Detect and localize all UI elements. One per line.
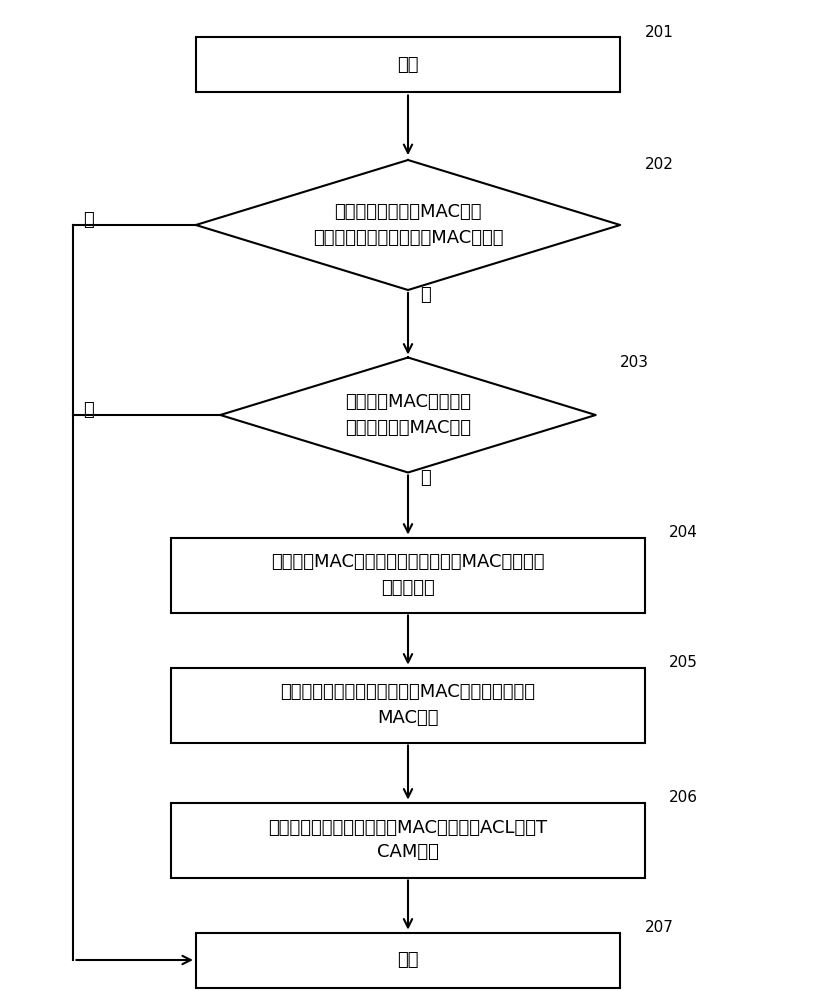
FancyBboxPatch shape [196,932,620,988]
Text: 将被替换的所述第一个动态MAC地址写入ACL表或T
CAM表中: 将被替换的所述第一个动态MAC地址写入ACL表或T CAM表中 [268,818,548,861]
Text: 计算所述MAC地址对应的所述芯片的MAC地址的哈
希桶的位置: 计算所述MAC地址对应的所述芯片的MAC地址的哈 希桶的位置 [271,554,545,596]
Text: 203: 203 [620,355,650,370]
Text: 204: 204 [669,525,698,540]
Polygon shape [196,160,620,290]
Text: 202: 202 [645,157,673,172]
Text: 206: 206 [669,790,698,805]
Text: 是: 是 [83,211,94,229]
FancyBboxPatch shape [196,37,620,92]
Text: 开始: 开始 [397,56,419,74]
Text: 是: 是 [420,468,431,487]
Text: 判断所述MAC地址是否
为预设的重要MAC地址: 判断所述MAC地址是否 为预设的重要MAC地址 [345,393,471,437]
Text: 判断下发至芯片的MAC地址
是否成功写入所述芯片的MAC地址表: 判断下发至芯片的MAC地址 是否成功写入所述芯片的MAC地址表 [313,203,503,247]
Text: 205: 205 [669,655,698,670]
FancyBboxPatch shape [171,802,645,878]
Text: 结束: 结束 [397,951,419,969]
Text: 否: 否 [420,286,431,304]
FancyBboxPatch shape [171,668,645,742]
Text: 207: 207 [645,920,673,935]
FancyBboxPatch shape [171,538,645,612]
Text: 将所述哈希桶内的第一个动态MAC地址替换为所述
MAC地址: 将所述哈希桶内的第一个动态MAC地址替换为所述 MAC地址 [281,684,535,726]
Text: 否: 否 [83,401,94,419]
Polygon shape [220,358,596,473]
Text: 201: 201 [645,25,673,40]
